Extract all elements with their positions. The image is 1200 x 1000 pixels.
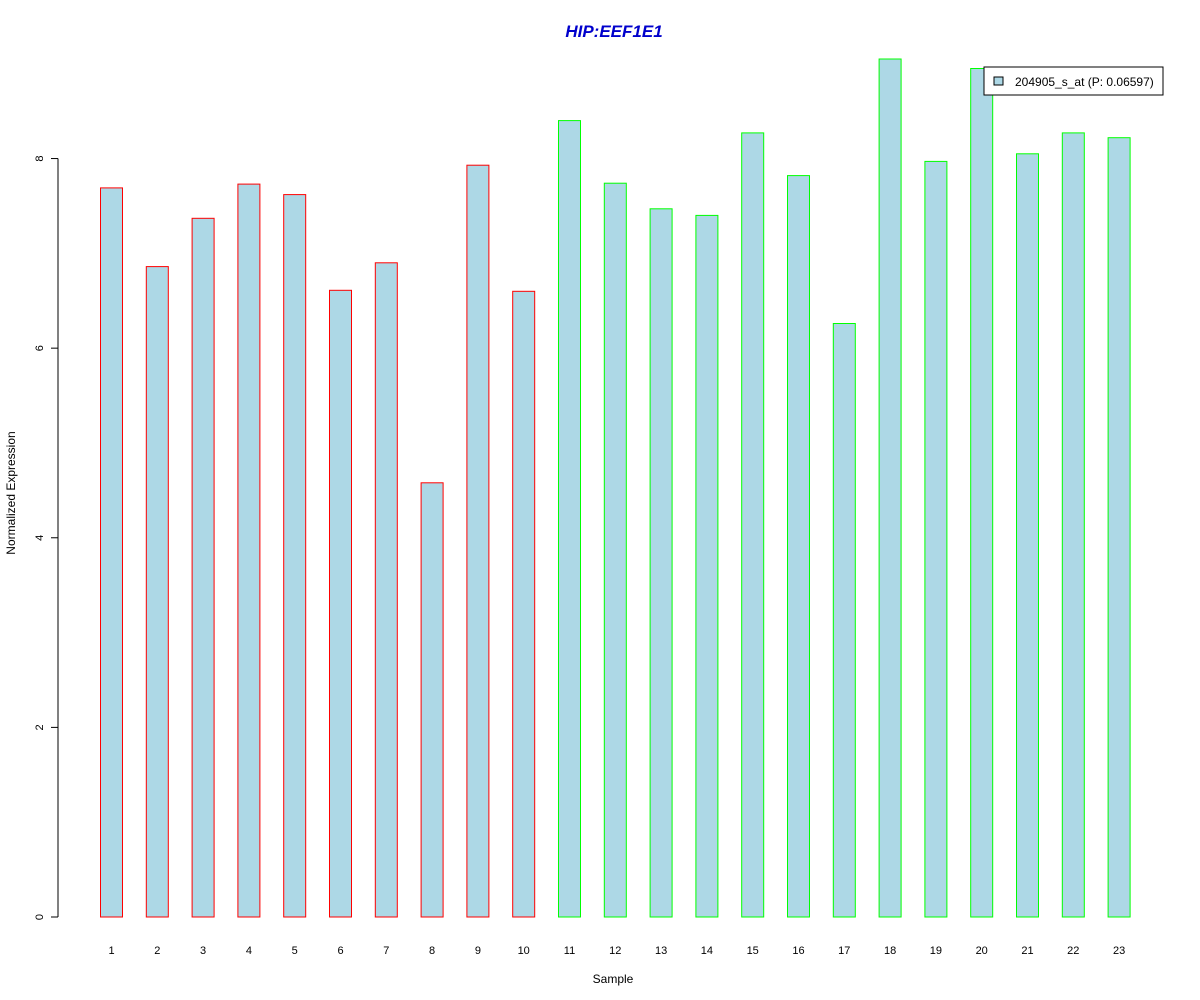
bar-sample-13 [649, 208, 673, 918]
x-tick-label: 22 [1067, 945, 1079, 957]
x-tick-label: 9 [475, 945, 481, 957]
x-tick-label: 17 [838, 945, 850, 957]
x-tick-label: 3 [200, 945, 206, 957]
y-tick-label: 2 [34, 724, 46, 730]
bar-sample-21 [1016, 153, 1039, 918]
x-tick-label: 20 [976, 945, 988, 957]
bar-sample-7 [374, 262, 398, 918]
x-tick-label: 16 [792, 945, 804, 957]
y-axis-label: Normalized Expression [4, 431, 18, 554]
x-tick-label: 23 [1113, 945, 1125, 957]
bar-sample-6 [329, 289, 352, 918]
x-tick-label: 14 [701, 945, 713, 957]
bar-sample-15 [741, 132, 765, 918]
x-tick-label: 12 [609, 945, 621, 957]
legend-box [983, 66, 1164, 96]
legend-swatch [993, 76, 1004, 86]
bar-sample-20 [970, 68, 994, 918]
x-tick-label: 5 [292, 945, 298, 957]
bar-sample-1 [100, 187, 123, 918]
bar-sample-4 [237, 183, 261, 918]
x-tick-label: 10 [518, 945, 530, 957]
x-tick-label: 8 [429, 945, 435, 957]
y-tick-label: 6 [34, 345, 46, 351]
x-tick-label: 1 [108, 945, 114, 957]
x-tick-label: 11 [564, 945, 575, 957]
x-axis-label: Sample [593, 972, 634, 986]
bar-sample-8 [420, 482, 444, 918]
bar-sample-9 [466, 164, 490, 918]
y-tick-label: 8 [34, 155, 46, 161]
x-tick-label: 21 [1021, 945, 1033, 957]
x-tick-label: 6 [337, 945, 343, 957]
bar-sample-23 [1107, 137, 1131, 918]
bar-sample-17 [832, 323, 856, 918]
bar-sample-16 [787, 175, 810, 918]
x-tick-label: 4 [246, 945, 252, 957]
bar-sample-12 [603, 182, 627, 918]
bar-sample-14 [695, 214, 719, 918]
x-tick-label: 19 [930, 945, 942, 957]
x-tick-label: 18 [884, 945, 896, 957]
bar-sample-10 [512, 290, 536, 918]
bar-sample-5 [283, 194, 307, 918]
y-axis: 0 2 4 6 8 [34, 155, 59, 920]
legend: 204905_s_at (P: 0.06597) [983, 66, 1164, 96]
x-tick-labels: 1 2 3 4 5 6 7 8 9 10 11 12 13 14 15 16 17 18 19 20 21 22 23 [108, 945, 1125, 957]
bar-sample-2 [145, 266, 169, 918]
bars [100, 58, 1131, 918]
bar-sample-19 [924, 160, 948, 918]
bar-sample-3 [191, 217, 215, 918]
chart-title: HIP:EEF1E1 [565, 22, 662, 41]
bar-sample-18 [878, 58, 902, 918]
bar-sample-22 [1061, 132, 1085, 918]
y-tick-label: 4 [34, 535, 46, 541]
legend-entry-label: 204905_s_at (P: 0.06597) [1015, 75, 1154, 89]
x-tick-label: 15 [747, 945, 759, 957]
x-tick-label: 13 [655, 945, 667, 957]
y-tick-label: 0 [34, 914, 46, 920]
x-tick-label: 7 [383, 945, 389, 957]
bar-sample-11 [558, 120, 581, 918]
x-tick-label: 2 [154, 945, 160, 957]
